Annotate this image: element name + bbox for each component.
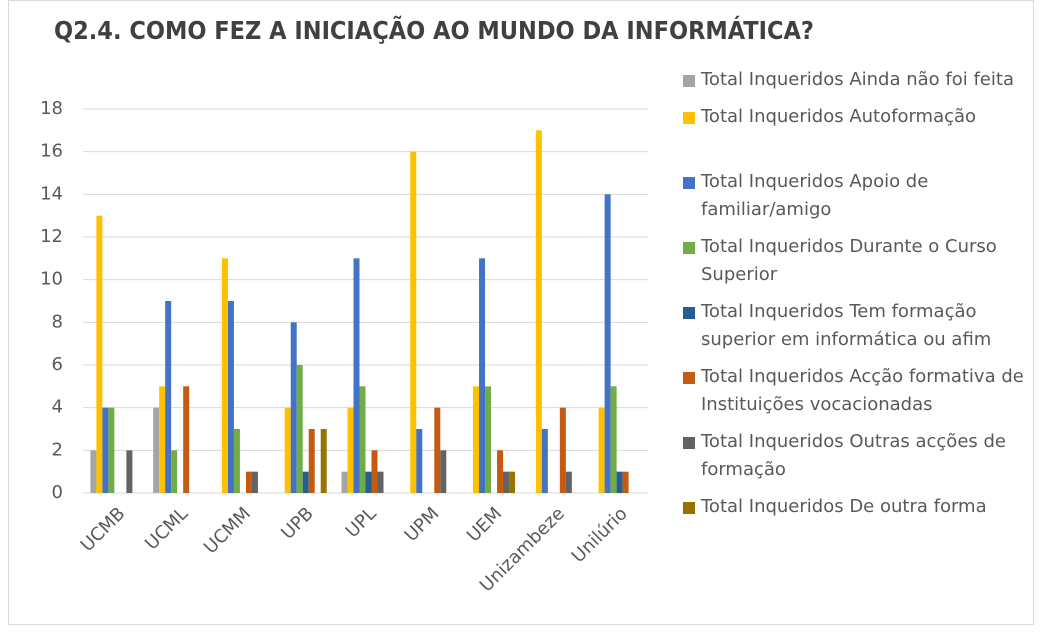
bar <box>371 450 378 493</box>
legend-swatch <box>683 307 695 319</box>
bar <box>159 386 166 493</box>
legend-item: Total Inqueridos Tem formação superior e… <box>683 298 1033 354</box>
bar <box>347 407 354 493</box>
bar <box>365 471 372 493</box>
bar <box>485 386 492 493</box>
bar <box>541 429 548 493</box>
y-tick-label: 10 <box>40 269 63 290</box>
bar <box>359 386 366 493</box>
bar <box>251 471 258 493</box>
bar <box>377 471 384 493</box>
bar <box>308 429 315 493</box>
bar <box>535 130 542 494</box>
y-tick-label: 6 <box>52 354 63 375</box>
y-tick-label: 18 <box>40 98 63 119</box>
bar <box>320 429 327 493</box>
legend-swatch <box>683 437 695 449</box>
y-tick-label: 12 <box>40 226 63 247</box>
bar <box>233 429 240 493</box>
bar <box>227 301 234 493</box>
chart-border <box>8 0 1034 625</box>
y-tick-label: 0 <box>52 482 63 503</box>
y-tick-label: 2 <box>52 439 63 460</box>
legend-swatch <box>683 372 695 384</box>
bar <box>221 258 228 493</box>
bar <box>353 258 360 493</box>
bar <box>96 215 103 493</box>
bar <box>296 365 303 493</box>
bar <box>622 471 629 493</box>
bar <box>416 429 423 493</box>
legend-swatch <box>683 502 695 514</box>
bar <box>153 407 160 493</box>
bar <box>598 407 605 493</box>
bar <box>284 407 291 493</box>
legend: Total Inqueridos Ainda não foi feita Tota… <box>683 66 1033 530</box>
bar <box>604 194 611 494</box>
bar <box>341 471 348 493</box>
bar <box>90 450 97 493</box>
legend-swatch <box>683 75 695 87</box>
legend-label: Total Inqueridos Acção formativa de Inst… <box>701 366 1024 415</box>
legend-item: Total Inqueridos Apoio de familiar/amigo <box>683 168 1033 224</box>
legend-item: Total Inqueridos Durante o Curso Superio… <box>683 233 1033 289</box>
y-tick-label: 4 <box>52 397 63 418</box>
chart-title: Q2.4. COMO FEZ A INICIAÇÃO AO MUNDO DA I… <box>54 16 814 45</box>
bar <box>503 471 510 493</box>
bar <box>245 471 252 493</box>
legend-label: Total Inqueridos Ainda não foi feita <box>701 69 1014 90</box>
bar <box>290 322 297 493</box>
legend-label: Total Inqueridos De outra forma <box>701 496 987 517</box>
legend-swatch <box>683 242 695 254</box>
legend-swatch <box>683 112 695 124</box>
legend-label: Total Inqueridos Tem formação superior e… <box>701 301 992 350</box>
y-tick-label: 8 <box>52 311 63 332</box>
bar <box>171 450 178 493</box>
legend-label: Total Inqueridos Autoformação <box>701 106 977 127</box>
bar <box>497 450 504 493</box>
bar <box>410 151 417 493</box>
bar <box>610 386 617 493</box>
legend-item: Total Inqueridos De outra forma <box>683 493 1033 521</box>
legend-label: Total Inqueridos Apoio de familiar/amigo <box>701 171 929 220</box>
legend-label: Total Inqueridos Outras acções de formaç… <box>701 431 1006 480</box>
bar <box>302 471 309 493</box>
legend-item: Total Inqueridos Acção formativa de Inst… <box>683 363 1033 419</box>
bar <box>565 471 572 493</box>
legend-item: Total Inqueridos Outras acções de formaç… <box>683 428 1033 484</box>
legend-swatch <box>683 177 695 189</box>
bar <box>102 407 109 493</box>
bar <box>165 301 172 493</box>
bar <box>434 407 441 493</box>
y-tick-label: 16 <box>40 141 63 162</box>
bar <box>126 450 133 493</box>
bar <box>479 258 486 493</box>
bar <box>473 386 480 493</box>
bar <box>509 471 516 493</box>
y-tick-label: 14 <box>40 183 63 204</box>
bar <box>559 407 566 493</box>
legend-label: Total Inqueridos Durante o Curso Superio… <box>701 236 997 285</box>
legend-item: Total Inqueridos Ainda não foi feita <box>683 66 1033 94</box>
bar <box>183 386 190 493</box>
legend-item: Total Inqueridos Autoformação <box>683 103 1033 131</box>
bar <box>616 471 623 493</box>
bar <box>440 450 447 493</box>
bar <box>108 407 115 493</box>
